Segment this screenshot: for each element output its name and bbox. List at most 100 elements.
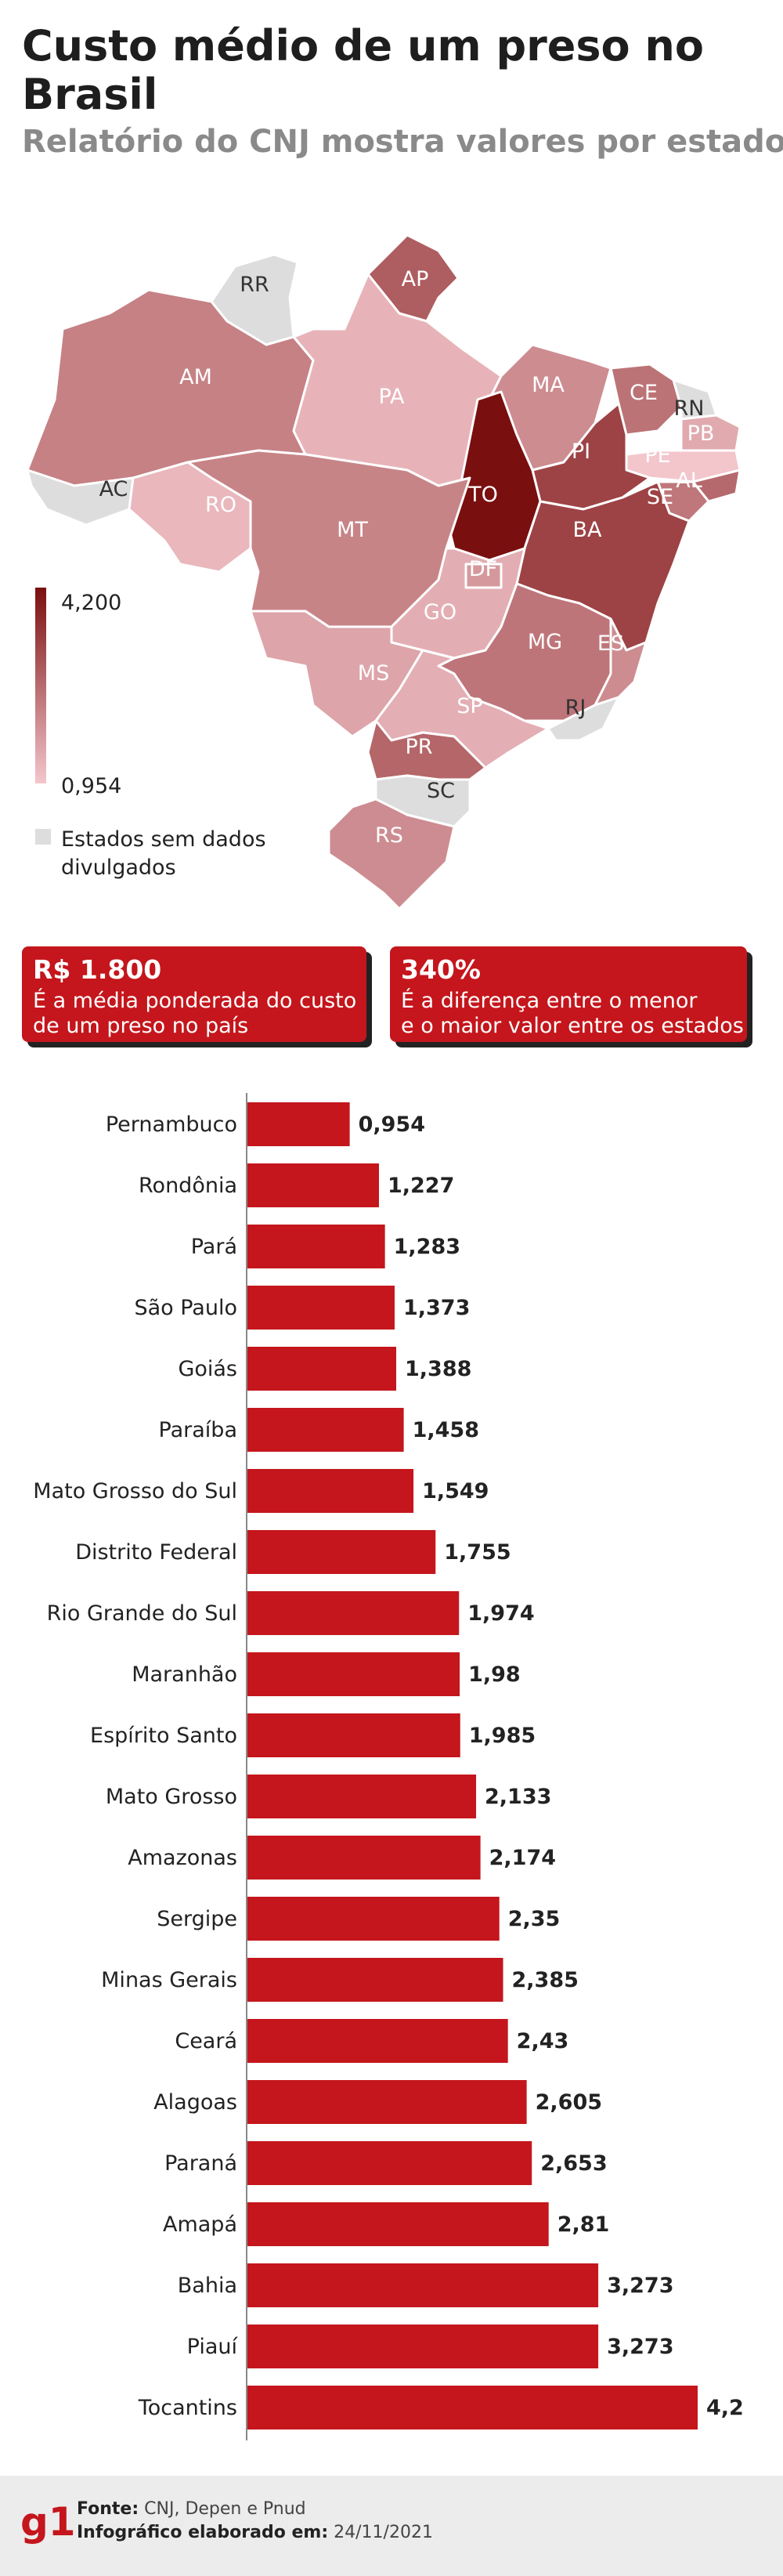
bar-3 [247, 1286, 395, 1330]
map-label-mt: MT [337, 518, 368, 542]
value-label-18: 2,81 [557, 2212, 610, 2237]
map-label-ap: AP [402, 267, 429, 291]
map-label-ba: BA [573, 518, 603, 542]
map-label-df: DF [469, 557, 497, 581]
value-label-19: 3,273 [607, 2274, 673, 2298]
footer-source: Fonte: CNJ, Depen e Pnud Infográfico ela… [77, 2498, 433, 2545]
bar-chart: Pernambuco 0,954 Rondônia 1,227 Pará 1,283 São… [33, 1093, 744, 2440]
bar-16 [247, 2080, 527, 2124]
bar-10 [247, 1713, 460, 1757]
category-label-17: Paraná [164, 2151, 237, 2176]
g1-logo: g1 [20, 2499, 76, 2545]
map-label-pb: PB [687, 421, 715, 446]
map-label-ac: AC [99, 477, 128, 501]
category-label-14: Minas Gerais [101, 1968, 237, 1992]
value-label-2: 1,283 [394, 1235, 460, 1259]
category-label-4: Goiás [178, 1357, 237, 1381]
map-label-go: GO [424, 600, 456, 624]
category-label-0: Pernambuco [106, 1113, 237, 1137]
category-label-3: São Paulo [134, 1296, 237, 1320]
state-ac [26, 469, 135, 526]
footer: g1 Fonte: CNJ, Depen e Pnud Infográfico … [0, 2476, 783, 2576]
value-label-11: 2,133 [485, 1785, 551, 1809]
bar-0 [247, 1102, 350, 1146]
bar-21 [247, 2386, 698, 2429]
legend-no-data-label-line1: Estados sem dados [61, 827, 266, 852]
value-label-4: 1,388 [405, 1357, 471, 1381]
page-subtitle: Relatório do CNJ mostra valores por esta… [22, 124, 783, 160]
stat-average-line1: É a média ponderada do custo [33, 989, 357, 1013]
bar-13 [247, 1897, 500, 1941]
category-label-8: Rio Grande do Sul [47, 1601, 237, 1626]
map-label-pi: PI [572, 440, 590, 464]
value-label-16: 2,605 [536, 2090, 602, 2115]
bar-6 [247, 1469, 414, 1513]
map-label-se: SE [647, 485, 673, 509]
map-label-rj: RJ [565, 696, 586, 720]
value-label-8: 1,974 [467, 1601, 534, 1626]
stat-difference-line1: É a diferença entre o menor [401, 989, 698, 1013]
value-label-13: 2,35 [508, 1907, 561, 1931]
bar-20 [247, 2325, 599, 2368]
map-label-al: AL [676, 469, 702, 493]
stat-average-description: É a média ponderada do custo de um preso… [33, 989, 356, 1039]
category-label-13: Sergipe [157, 1907, 237, 1931]
value-label-10: 1,985 [469, 1724, 536, 1748]
category-label-10: Espírito Santo [90, 1724, 237, 1748]
map-label-mg: MG [528, 630, 562, 654]
stat-box-difference: 340% É a diferença entre o menor e o mai… [390, 946, 747, 1042]
category-label-6: Mato Grosso do Sul [33, 1479, 237, 1503]
footer-date-text: 24/11/2021 [334, 2523, 433, 2542]
category-label-9: Maranhão [132, 1662, 237, 1687]
value-label-7: 1,755 [444, 1540, 511, 1565]
category-label-15: Ceará [175, 2029, 237, 2053]
category-label-11: Mato Grosso [106, 1785, 237, 1809]
category-label-1: Rondônia [139, 1174, 237, 1198]
footer-source-text: CNJ, Depen e Pnud [144, 2499, 306, 2519]
stat-average-value: R$ 1.800 [33, 954, 162, 985]
bar-18 [247, 2202, 549, 2246]
category-label-5: Paraíba [159, 1418, 237, 1442]
value-label-5: 1,458 [413, 1418, 479, 1442]
value-label-15: 2,43 [517, 2029, 569, 2053]
map-label-sp: SP [456, 694, 482, 718]
map-label-rr: RR [240, 273, 269, 297]
bar-14 [247, 1958, 503, 2002]
map-label-ro: RO [205, 493, 236, 517]
state-rs [327, 798, 456, 910]
legend-no-data-swatch [35, 829, 51, 845]
map-label-to: TO [467, 483, 498, 507]
bar-19 [247, 2263, 599, 2307]
page-title: Custo médio de um preso no Brasil [22, 21, 704, 119]
category-label-18: Amapá [163, 2212, 237, 2237]
map-label-ce: CE [630, 381, 658, 405]
map-label-ms: MS [358, 661, 389, 686]
stat-difference-value: 340% [401, 954, 481, 985]
stat-difference-description: É a diferença entre o menor e o maior va… [401, 989, 744, 1039]
category-label-2: Pará [191, 1235, 237, 1259]
category-label-12: Amazonas [128, 1846, 237, 1870]
state-pb [680, 414, 742, 452]
category-label-20: Piauí [187, 2335, 239, 2359]
value-label-9: 1,98 [468, 1662, 521, 1687]
state-es [594, 617, 648, 707]
category-label-7: Distrito Federal [75, 1540, 237, 1565]
bar-1 [247, 1163, 379, 1207]
map-label-pa: PA [378, 385, 405, 409]
bar-2 [247, 1225, 385, 1268]
map-label-ma: MA [532, 373, 565, 397]
value-label-20: 3,273 [607, 2335, 673, 2359]
footer-source-label: Fonte: [77, 2499, 139, 2519]
map-label-am: AM [179, 365, 212, 389]
value-label-0: 0,954 [359, 1113, 425, 1137]
stat-difference-line2: e o maior valor entre os estados [401, 1014, 744, 1038]
map-label-es: ES [597, 631, 624, 656]
map-label-pe: PE [644, 443, 670, 468]
bar-9 [247, 1652, 460, 1696]
legend-no-data-label-line2: divulgados [61, 856, 176, 880]
map-label-rn: RN [674, 396, 705, 421]
state-rj [547, 696, 620, 742]
legend-max-label: 4,200 [61, 591, 121, 615]
stat-average-line2: de um preso no país [33, 1014, 249, 1038]
